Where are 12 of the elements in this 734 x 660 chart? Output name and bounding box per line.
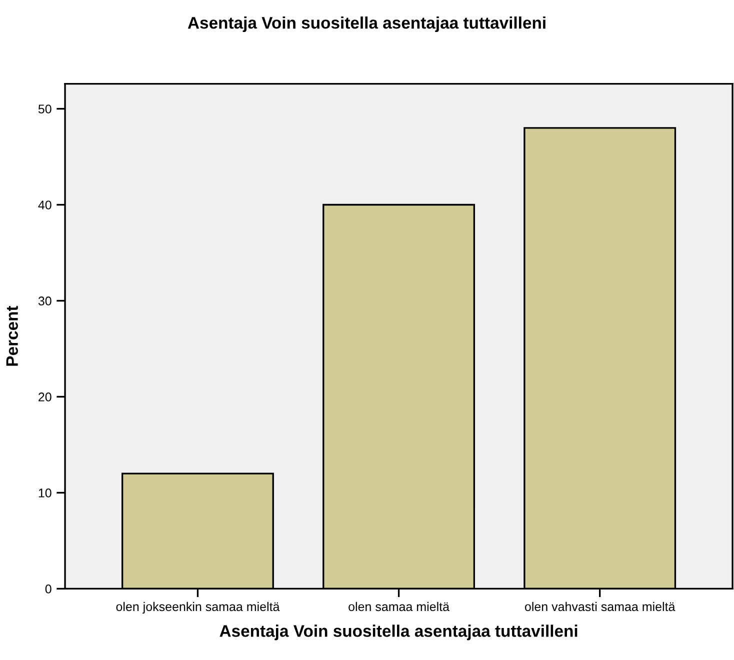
x-axis-title: Asentaja Voin suositella asentajaa tuttavilleni: [220, 624, 578, 640]
chart-title: Asentaja Voin suositella asentajaa tuttavilleni: [188, 16, 546, 32]
y-tick-label: 20: [38, 392, 52, 402]
y-axis-title: Percent: [6, 306, 18, 366]
x-tick-label: olen samaa mieltä: [348, 602, 450, 612]
x-tick-label: olen jokseenkin samaa mieltä: [116, 602, 280, 614]
y-tick-label: 30: [38, 296, 52, 306]
y-tick-label: 0: [45, 584, 52, 594]
y-tick-label: 50: [38, 104, 52, 114]
y-tick-label: 10: [38, 488, 52, 498]
x-tick-label: olen vahvasti samaa mieltä: [524, 602, 676, 612]
y-tick-label: 40: [38, 200, 52, 210]
